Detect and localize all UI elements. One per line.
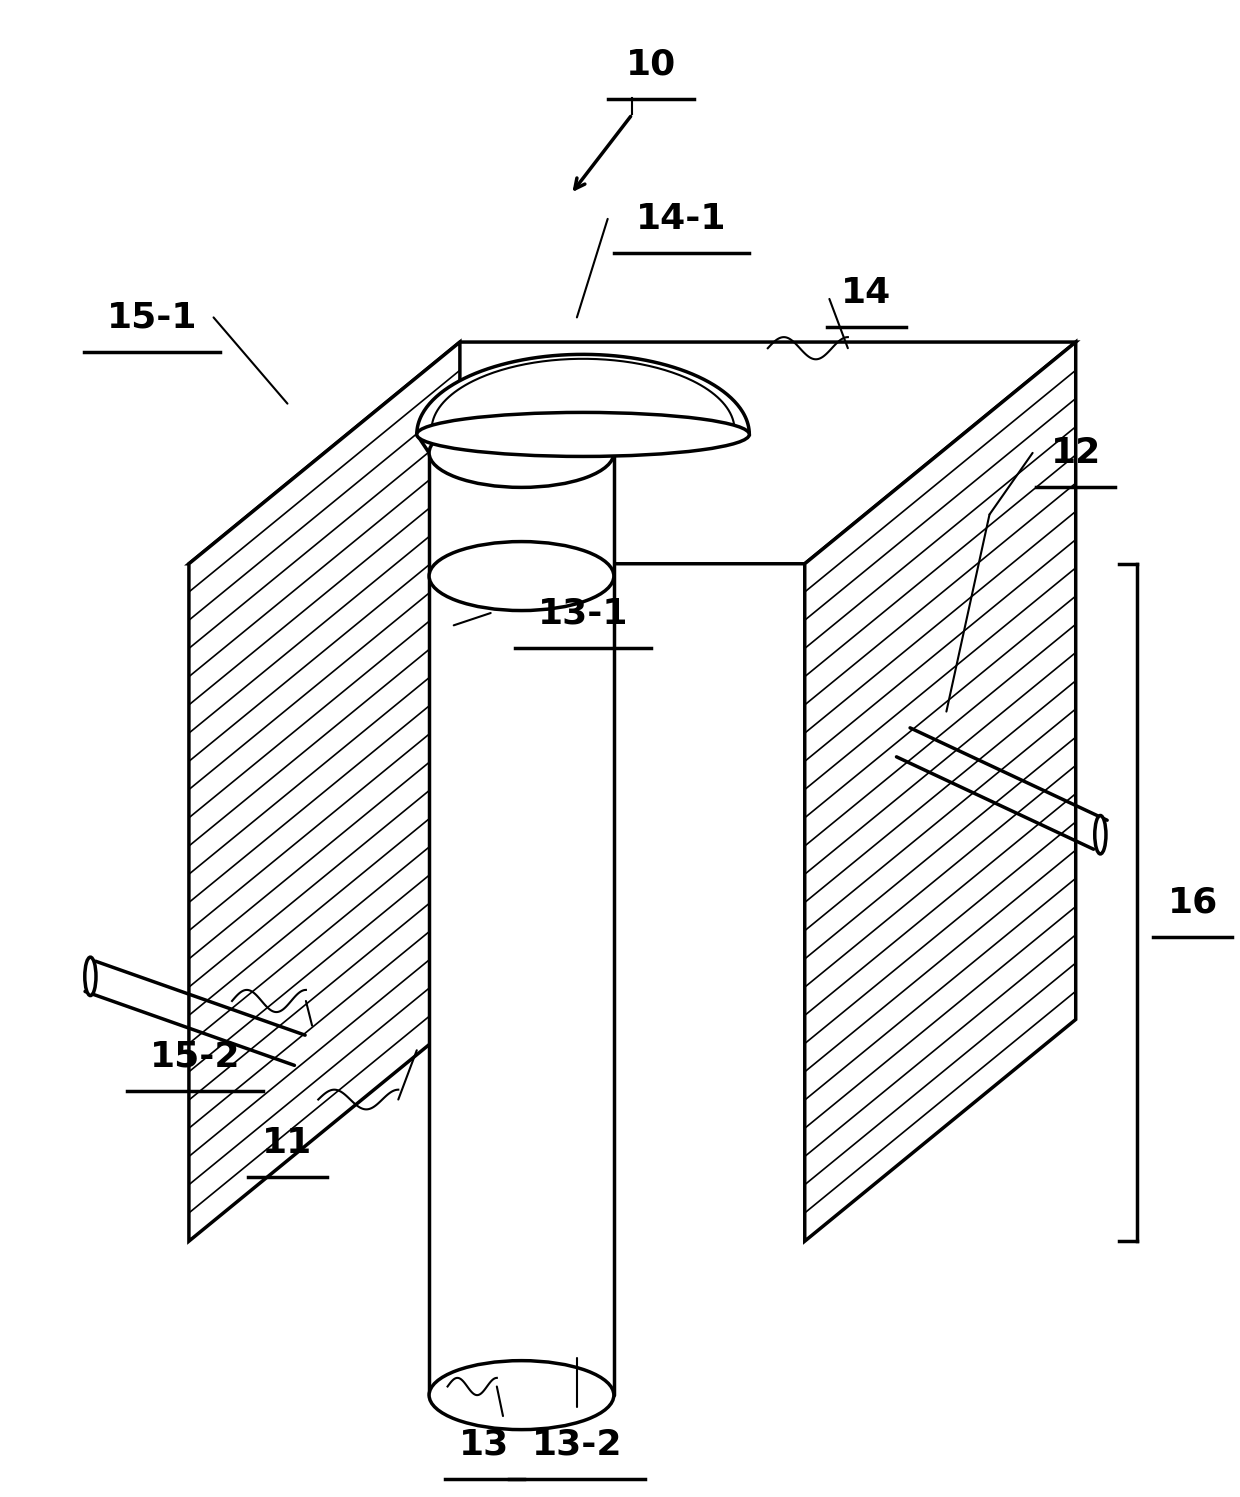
Text: 11: 11 [263,1126,312,1160]
Text: 12: 12 [1050,436,1101,470]
Polygon shape [429,454,614,1395]
Polygon shape [805,341,1076,1241]
Text: 16: 16 [1168,885,1218,919]
Polygon shape [417,355,749,434]
Text: 13-1: 13-1 [538,596,629,630]
Ellipse shape [417,412,749,457]
Text: 14: 14 [841,275,892,310]
Ellipse shape [1095,816,1106,853]
Ellipse shape [84,957,95,996]
Text: 10: 10 [626,48,676,82]
Ellipse shape [429,1361,614,1430]
Text: 14-1: 14-1 [636,202,727,237]
Ellipse shape [429,419,614,488]
Text: 15-1: 15-1 [107,301,197,334]
Text: 13-2: 13-2 [532,1428,622,1461]
Polygon shape [188,341,460,1241]
Polygon shape [188,341,1076,564]
Ellipse shape [429,542,614,611]
Text: 13: 13 [459,1428,510,1461]
Text: 15-2: 15-2 [150,1039,241,1073]
